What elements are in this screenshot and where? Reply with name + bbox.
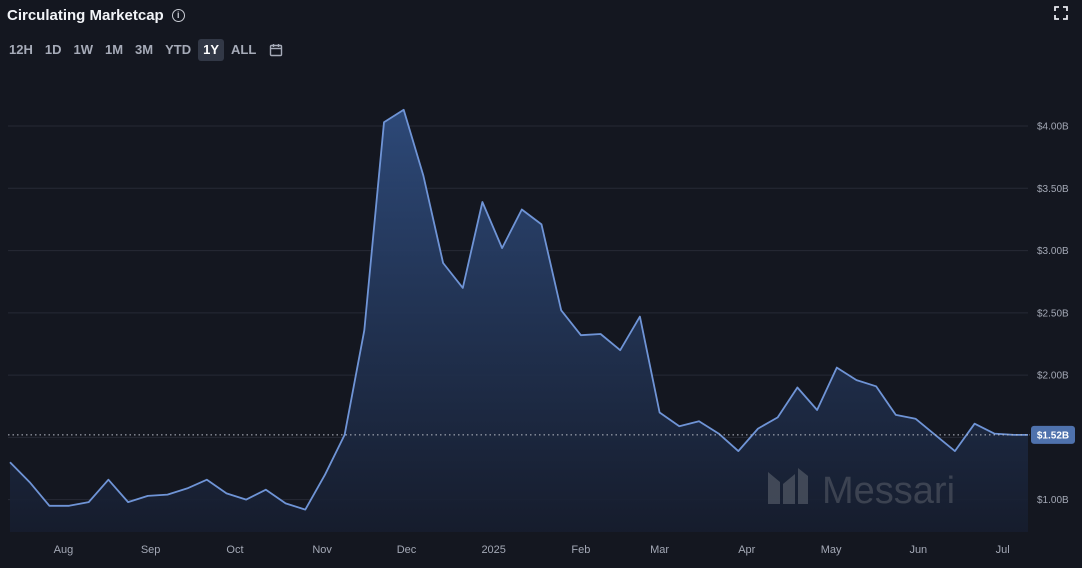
x-tick-label: May — [821, 544, 842, 556]
x-tick-label: Jul — [996, 544, 1010, 556]
range-12h-button[interactable]: 12H — [9, 42, 33, 57]
current-value-label: $1.52B — [1037, 430, 1069, 441]
x-tick-label: Feb — [571, 544, 590, 556]
range-1y-button[interactable]: 1Y — [198, 39, 225, 61]
messari-logo-icon — [768, 468, 808, 504]
range-1m-button[interactable]: 1M — [104, 42, 124, 57]
series-line — [9, 108, 1028, 511]
info-icon[interactable]: i — [171, 8, 185, 22]
range-ytd-button[interactable]: YTD — [165, 42, 192, 57]
x-tick-label: Nov — [312, 544, 332, 556]
area-fill — [10, 109, 1028, 533]
range-1w-button[interactable]: 1W — [73, 42, 93, 57]
y-tick-label: $3.50B — [1037, 184, 1069, 195]
y-tick-label: $4.00B — [1037, 122, 1069, 133]
current-value-badge — [1031, 425, 1075, 444]
y-tick-label: $2.50B — [1037, 308, 1069, 319]
calendar-icon[interactable] — [269, 43, 283, 57]
x-tick-label: Oct — [226, 544, 243, 556]
range-all-button[interactable]: ALL — [231, 42, 257, 57]
y-tick-label: $1.00B — [1037, 495, 1069, 506]
watermark-text: Messari — [822, 470, 955, 512]
x-tick-label: 2025 — [481, 544, 505, 556]
range-1d-button[interactable]: 1D — [44, 42, 62, 57]
page-title: Circulating Marketcap — [7, 6, 164, 24]
range-3m-button[interactable]: 3M — [135, 42, 154, 57]
x-tick-label: Jun — [909, 544, 927, 556]
expand-icon[interactable] — [1054, 6, 1068, 20]
x-tick-label: Mar — [650, 544, 669, 556]
y-tick-label: $2.00B — [1037, 371, 1069, 382]
header: Circulating Marketcap i — [7, 5, 185, 25]
x-tick-label: Dec — [397, 544, 417, 556]
y-tick-label: $3.00B — [1037, 246, 1069, 257]
x-tick-label: Sep — [141, 544, 161, 556]
range-selector: 12H 1D 1W 1M 3M YTD 1Y ALL — [4, 38, 283, 62]
x-tick-label: Aug — [54, 544, 74, 556]
x-tick-label: Apr — [738, 544, 755, 556]
